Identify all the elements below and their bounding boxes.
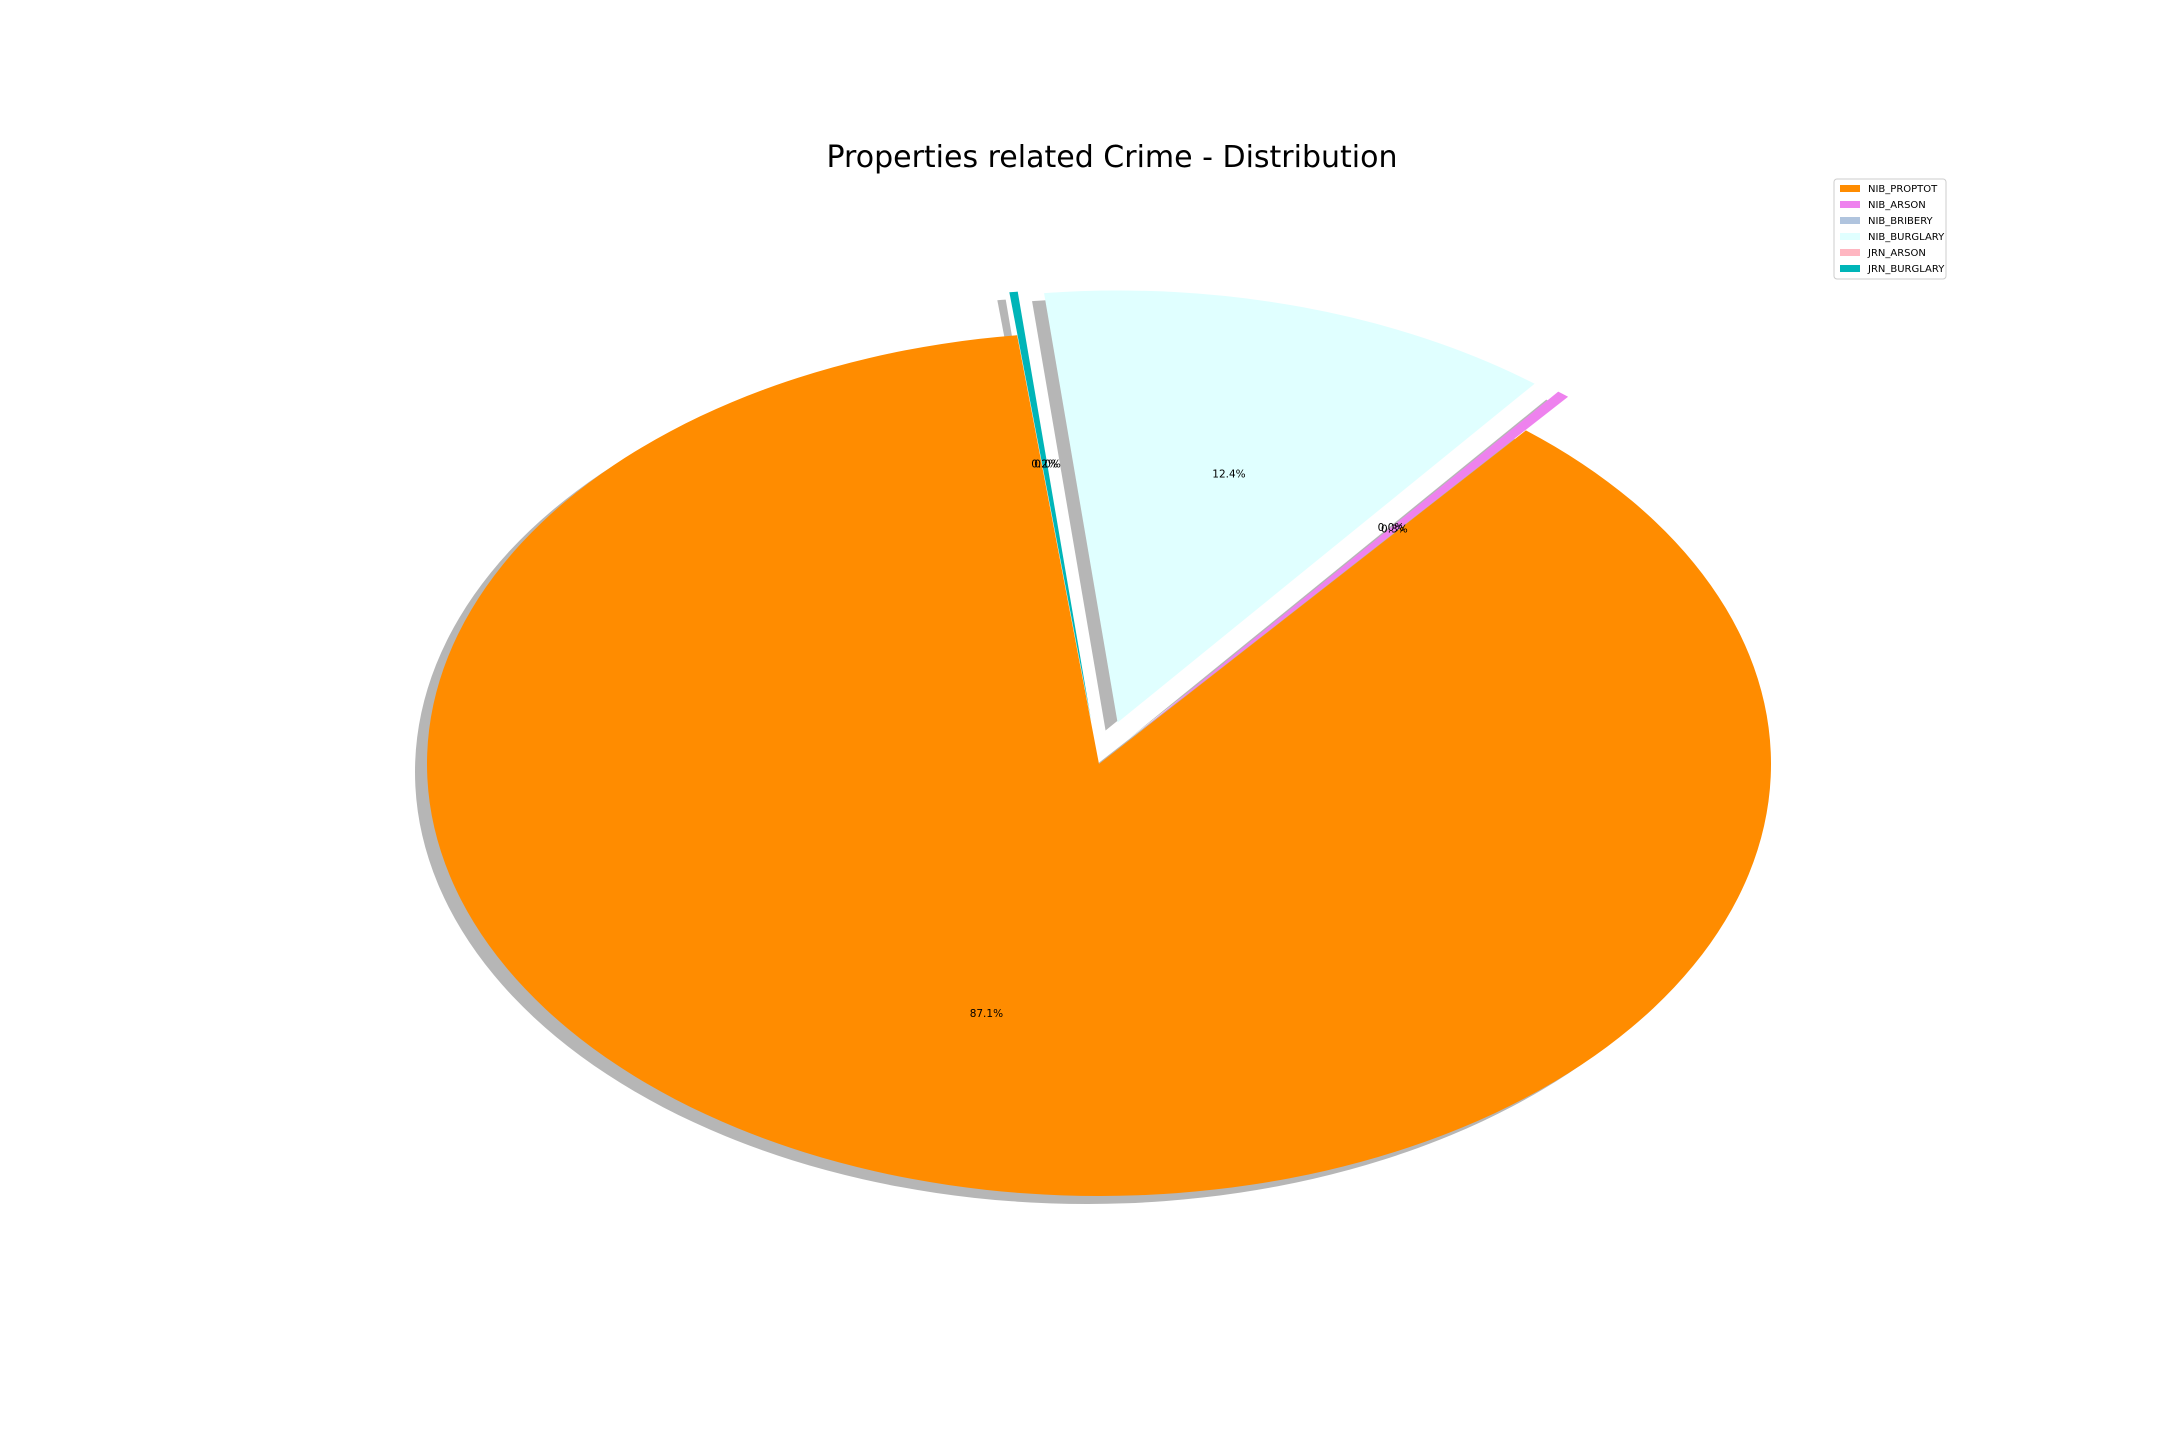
pct-label-jrn-arson: 0.0% xyxy=(1034,458,1061,470)
legend-label-nib-arson: NIB_ARSON xyxy=(1868,200,1926,211)
legend-swatch-nib-arson xyxy=(1840,201,1860,208)
legend-swatch-nib-burglary xyxy=(1840,233,1860,240)
pie-labels: 87.1%0.3%0.0%12.4%0.0%0.2% xyxy=(970,458,1408,1019)
legend-label-jrn-burglary: JRN_BURGLARY xyxy=(1867,264,1945,275)
legend-label-nib-burglary: NIB_BURGLARY xyxy=(1868,232,1945,243)
legend-swatch-jrn-arson xyxy=(1840,249,1860,256)
pct-label-jrn-burglary: 0.2% xyxy=(1031,459,1058,471)
chart-title: Properties related Crime - Distribution xyxy=(826,140,1397,175)
pct-label-nib-bribery: 0.0% xyxy=(1378,522,1405,534)
slice-nib-proptot xyxy=(427,335,1772,1196)
legend-swatch-nib-proptot xyxy=(1840,185,1860,192)
legend-label-nib-proptot: NIB_PROPTOT xyxy=(1868,184,1938,195)
pct-label-nib-proptot: 87.1% xyxy=(970,1008,1003,1020)
pct-label-nib-burglary: 12.4% xyxy=(1212,468,1245,480)
legend-label-jrn-arson: JRN_ARSON xyxy=(1867,248,1926,259)
slice-nib-arson xyxy=(1141,391,1569,731)
legend-swatch-nib-bribery xyxy=(1840,217,1860,224)
pct-label-nib-arson: 0.3% xyxy=(1381,524,1408,536)
pie-slices xyxy=(427,290,1772,1196)
legend-swatch-jrn-burglary xyxy=(1840,265,1860,272)
legend-label-nib-bribery: NIB_BRIBERY xyxy=(1868,216,1934,227)
legend: NIB_PROPTOT NIB_ARSON NIB_BRIBERY NIB_BURGL… xyxy=(1833,178,1947,280)
slice-jrn-burglary xyxy=(1009,291,1092,722)
legend-frame xyxy=(1833,178,1947,280)
slice-nib-burglary xyxy=(1044,290,1535,723)
